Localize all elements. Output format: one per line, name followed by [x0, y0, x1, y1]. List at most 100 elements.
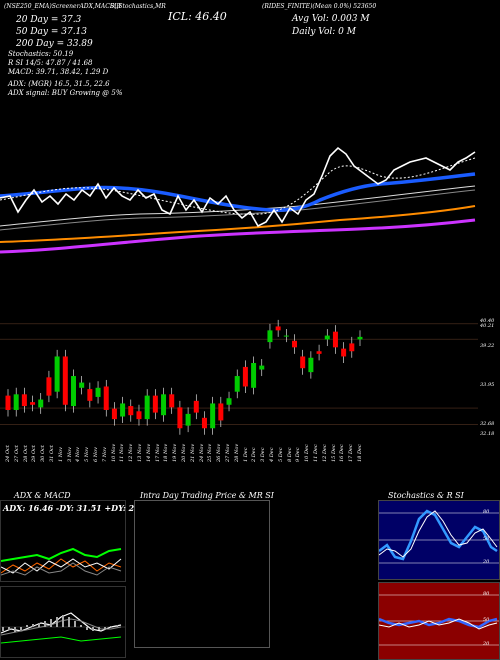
date-label: 16 Dec [339, 444, 346, 462]
date-label: 14 Nov [145, 443, 152, 462]
date-label: 1 Dec [242, 447, 249, 462]
date-label: 5 Dec [277, 447, 284, 462]
stoch-level-80: 80 [483, 509, 490, 515]
date-label: 19 Nov [172, 443, 179, 462]
rsi-label: R SI 14/5: 47.87 / 41.68 [8, 59, 93, 67]
candle-body [210, 403, 216, 429]
candle-body [185, 413, 191, 426]
stoch-label: Stochastics: 50.19 [8, 50, 74, 58]
date-label: 4 Dec [269, 447, 275, 462]
candle-body [316, 351, 322, 354]
price-axis-label-2: 39.22 [480, 343, 495, 349]
adx-panel: ADX: 16.46 -DY: 31.51 +DY: 22.6 [0, 500, 148, 582]
date-label: 15 Dec [330, 444, 337, 462]
date-label: 4 Nov [75, 447, 82, 462]
candle-body [46, 377, 52, 396]
candle-body [136, 411, 142, 420]
ma20-label: 20 Day = 37.3 [16, 15, 82, 25]
candle-body [193, 400, 199, 413]
close-label: ICL: 46.40 [168, 10, 227, 23]
candle-body [21, 394, 27, 407]
candle-body [38, 399, 44, 408]
rsi-lines [379, 594, 499, 646]
daily-vol: Daily Vol: 0 M [292, 27, 356, 37]
date-label: 8 Dec [286, 447, 293, 462]
adx-label: ADX: (MGR) 16.5, 31.5, 22.6 [8, 80, 110, 88]
candle-body [128, 406, 134, 416]
ticker-tail: (RIDES_FINITE)(Mean 0.0%) 523650 [262, 3, 377, 10]
candle-body [283, 335, 289, 337]
date-label: 29 Oct [31, 445, 38, 462]
adx-panel-title: ADX & MACD [14, 491, 71, 500]
date-label: 27 Oct [13, 445, 20, 462]
adx-signal-label: ADX signal: BUY Growing @ 5% [8, 89, 123, 97]
price-axis-label-5: 32.18 [480, 431, 495, 437]
date-label: 25 Nov [207, 443, 214, 462]
candle-body [275, 326, 281, 331]
stoch-panel-title: Stochastics & R SI [388, 491, 464, 500]
date-label: 18 Dec [357, 444, 363, 462]
date-label: 27 Nov [225, 443, 231, 462]
adx-panel-values: ADX: 16.46 -DY: 31.51 +DY: 22.6 [3, 503, 149, 513]
candle-body [103, 386, 109, 410]
price-axis-label-1: 40.21 [480, 323, 495, 329]
date-label: 1 Nov [57, 447, 64, 462]
date-label: 13 Nov [137, 443, 143, 462]
candle-body [308, 357, 314, 373]
candle-body [144, 395, 150, 420]
candle-body [70, 376, 76, 407]
date-label: 12 Nov [128, 443, 135, 462]
date-label: 26 Nov [216, 443, 223, 462]
candle-body [226, 398, 232, 405]
candle-body [259, 365, 265, 370]
symbol-line: (NSE250_EMA)ScreenerADX,MACD,R [4, 3, 121, 10]
date-label: 20 Nov [181, 443, 187, 462]
date-label: 24 Nov [198, 443, 205, 462]
date-label: 3 Dec [260, 447, 267, 462]
stoch-lines [379, 509, 499, 564]
price-axis-label-3: 33.95 [480, 382, 495, 388]
candle-body [234, 376, 240, 392]
ma-chart [0, 146, 476, 254]
intraday-panel-title: Intra Day Trading Price & MR SI [140, 491, 274, 500]
ma200-line [0, 205, 476, 243]
candle-body [341, 348, 347, 357]
candle-body [300, 356, 306, 369]
stoch-level-50: 50 [483, 536, 490, 542]
candle-body [30, 402, 36, 405]
ma-dotted [0, 157, 476, 215]
candle-body [332, 331, 338, 348]
ma20-line [0, 172, 476, 212]
candle-body [120, 403, 126, 417]
candle-body [201, 417, 207, 429]
price-axis-label-4: 32.68 [480, 421, 495, 427]
stochastics-panel: 80 50 20 [378, 500, 500, 580]
date-label: 6 Nov [93, 447, 99, 462]
candle-body [79, 382, 85, 388]
candle-body [54, 356, 60, 392]
date-label: 11 Nov [119, 443, 126, 462]
rsi-panel: 80 50 20 [378, 582, 500, 660]
candle-body [13, 394, 19, 410]
candle-body [62, 356, 68, 405]
date-label: 31 Oct [49, 445, 55, 462]
macd-panel [0, 586, 126, 658]
candle-body [95, 387, 101, 397]
date-label: 10 Nov [110, 443, 117, 462]
candle-body [251, 362, 257, 388]
ma200-label: 200 Day = 33.89 [16, 39, 93, 49]
intraday-panel [134, 500, 270, 648]
date-label: 21 Nov [189, 443, 196, 462]
date-label: 17 Nov [154, 443, 161, 462]
rsi-level-20: 20 [483, 641, 490, 647]
candle-body [218, 403, 224, 421]
candle-body [242, 366, 248, 387]
date-label: 10 Dec [304, 444, 311, 462]
date-label: 28 Nov [233, 443, 240, 462]
candle-body [87, 389, 93, 401]
date-label: 2 Dec [251, 447, 258, 462]
candle-body [292, 340, 298, 348]
rsi-level-50: 50 [483, 617, 490, 623]
date-label: 3 Nov [66, 447, 73, 462]
